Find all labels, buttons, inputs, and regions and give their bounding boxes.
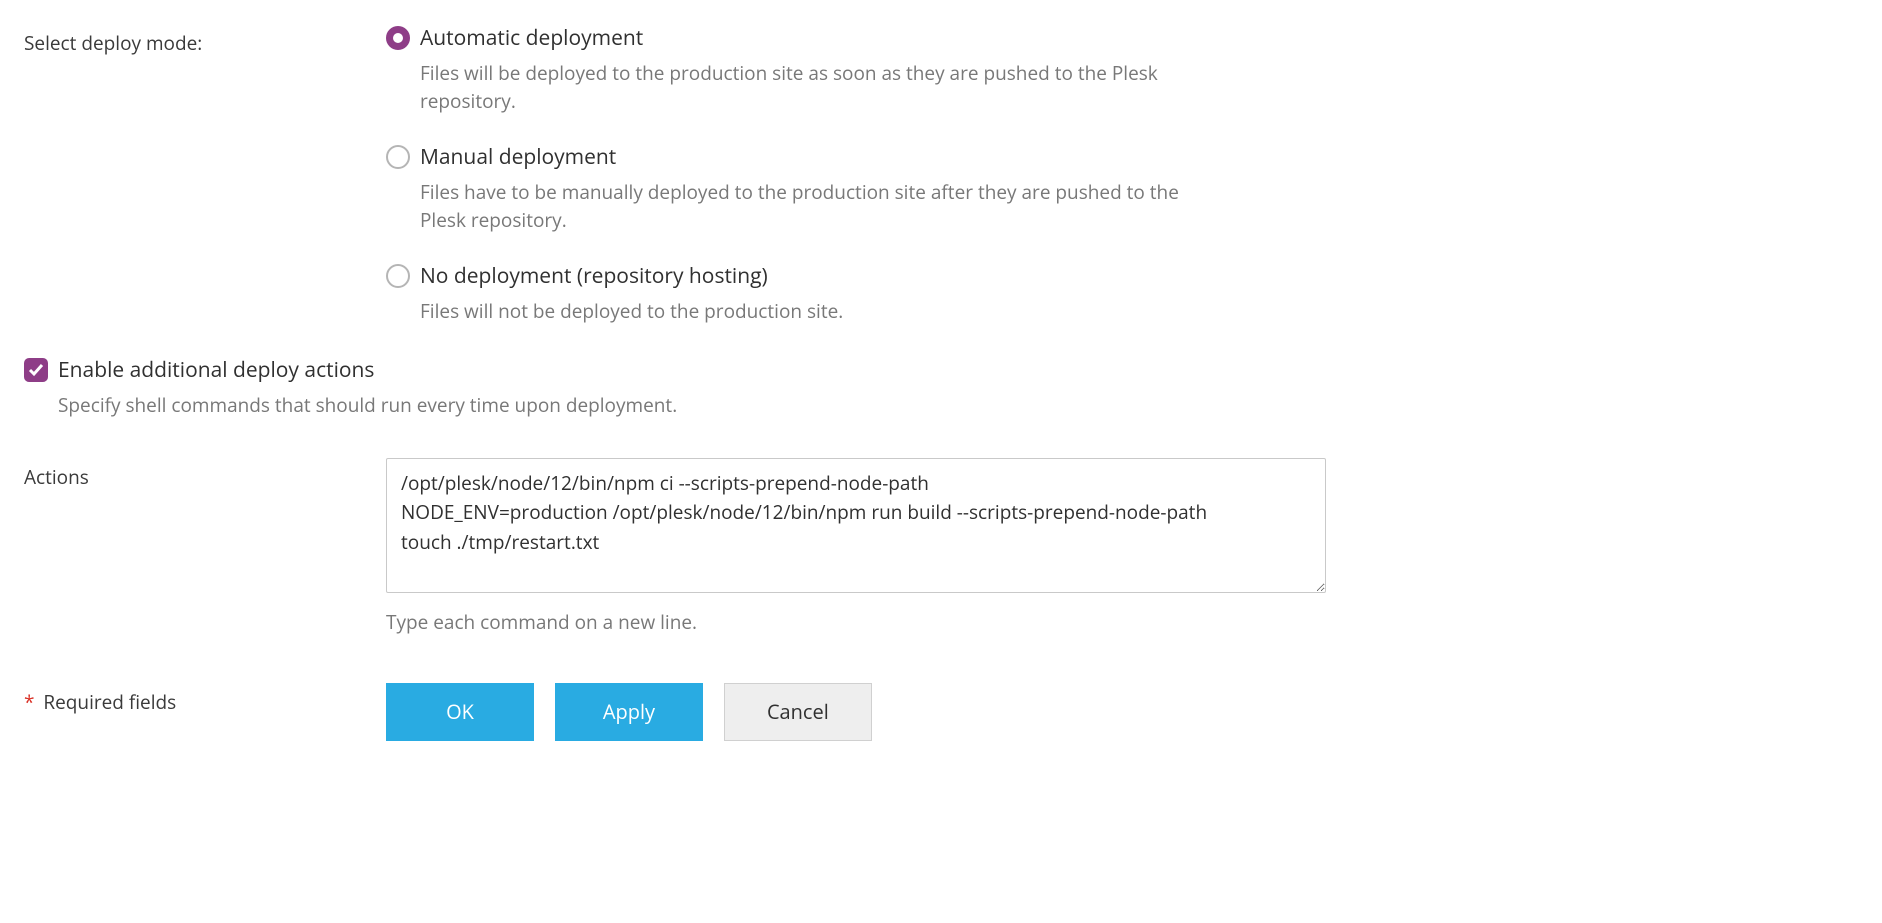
radio-automatic-desc: Files will be deployed to the production… [420,60,1220,115]
deploy-mode-row: Select deploy mode: Automatic deployment… [24,24,1858,326]
radio-manual[interactable] [386,145,410,169]
footer-row: * Required fields OK Apply Cancel [24,683,1858,741]
ok-button[interactable]: OK [386,683,534,741]
deploy-mode-options: Automatic deployment Files will be deplo… [386,24,1336,326]
radio-none-label[interactable]: No deployment (repository hosting) [420,262,768,290]
enable-additional-actions-desc: Specify shell commands that should run e… [58,392,1858,418]
radio-automatic-label[interactable]: Automatic deployment [420,24,643,52]
radio-option-automatic: Automatic deployment Files will be deplo… [386,24,1336,115]
deploy-mode-label: Select deploy mode: [24,24,386,56]
cancel-button[interactable]: Cancel [724,683,872,741]
radio-manual-desc: Files have to be manually deployed to th… [420,179,1220,234]
enable-additional-actions-label[interactable]: Enable additional deploy actions [58,356,374,384]
radio-option-none: No deployment (repository hosting) Files… [386,262,1336,326]
radio-option-manual: Manual deployment Files have to be manua… [386,143,1336,234]
additional-actions-section: Enable additional deploy actions Specify… [24,356,1858,418]
enable-additional-actions-checkbox[interactable] [24,358,48,382]
check-icon [28,362,44,378]
actions-row: Actions Type each command on a new line. [24,458,1858,635]
radio-none-desc: Files will not be deployed to the produc… [420,298,1220,326]
required-asterisk: * [24,689,34,715]
radio-none[interactable] [386,264,410,288]
actions-hint: Type each command on a new line. [386,609,1336,635]
radio-manual-label[interactable]: Manual deployment [420,143,616,171]
radio-automatic[interactable] [386,26,410,50]
actions-textarea[interactable] [386,458,1326,593]
apply-button[interactable]: Apply [555,683,703,741]
actions-label: Actions [24,458,386,490]
footer-buttons: OK Apply Cancel [386,683,1336,741]
required-fields-note: * Required fields [24,683,386,715]
required-fields-label: Required fields [43,689,176,715]
